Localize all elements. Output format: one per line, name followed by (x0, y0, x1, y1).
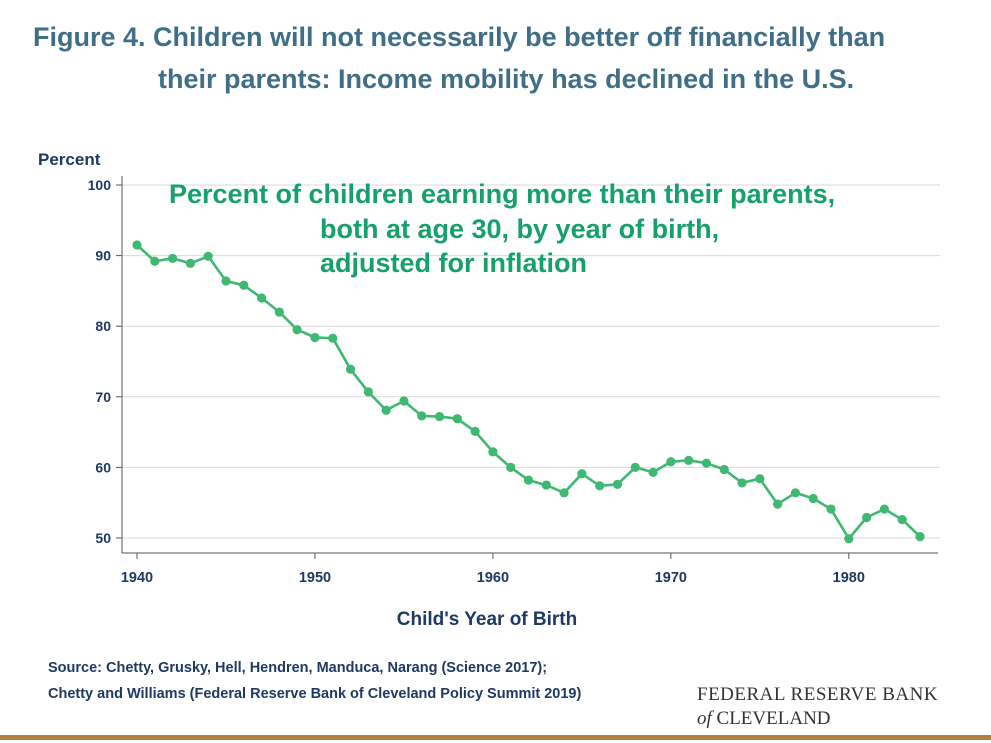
data-point-1942 (167, 253, 178, 264)
data-point-1979 (826, 504, 836, 514)
data-point-1956 (417, 411, 427, 421)
source-note: Source: Chetty, Grusky, Hell, Hendren, M… (48, 655, 581, 707)
data-point-1962 (523, 475, 534, 485)
data-point-1980 (844, 534, 854, 544)
y-tick-label-70: 70 (95, 389, 111, 405)
logo-cleveland: CLEVELAND (711, 708, 831, 729)
data-point-1941 (150, 256, 160, 266)
data-point-1977 (790, 488, 801, 498)
data-point-1943 (185, 258, 195, 268)
data-point-1944 (203, 251, 213, 261)
chart-annotation: Percent of children earning more than th… (169, 179, 835, 278)
data-point-1955 (399, 396, 409, 406)
data-point-1982 (879, 504, 890, 514)
data-point-1975 (755, 474, 765, 484)
data-point-1969 (648, 467, 658, 477)
data-point-1971 (684, 455, 694, 465)
y-axis-label: Percent (38, 150, 101, 169)
data-point-1960 (488, 447, 498, 457)
gridlines (122, 184, 940, 539)
data-point-1949 (292, 325, 302, 335)
data-point-1957 (434, 411, 445, 422)
data-point-1961 (506, 462, 516, 472)
y-axis-ticks: 50 60 70 80 90 100 (88, 177, 122, 546)
x-tick-label-1960: 1960 (477, 570, 509, 586)
data-point-1976 (773, 499, 783, 509)
data-point-1940 (132, 240, 142, 250)
x-tick-label-1970: 1970 (655, 570, 687, 586)
data-point-1978 (808, 493, 818, 504)
data-point-1966 (595, 481, 605, 491)
x-axis-ticks: 1940 1950 1960 1970 1980 (121, 553, 865, 586)
data-point-1959 (470, 426, 480, 436)
y-tick-label-80: 80 (95, 318, 111, 334)
data-point-1952 (345, 364, 356, 374)
data-point-1948 (274, 307, 284, 317)
y-tick-label-50: 50 (95, 530, 111, 546)
data-point-1968 (630, 462, 640, 472)
data-point-1981 (862, 512, 872, 523)
data-point-1945 (221, 276, 231, 286)
annotation-line-2: both at age 30, by year of birth, (320, 214, 719, 244)
y-tick-label-100: 100 (88, 177, 112, 193)
data-point-1953 (363, 387, 373, 397)
data-point-1984 (915, 531, 925, 542)
data-point-1967 (612, 479, 623, 489)
data-point-1947 (256, 293, 267, 303)
source-line-2: Chetty and Williams (Federal Reserve Ban… (48, 686, 582, 702)
logo-of: of (697, 708, 712, 729)
x-tick-label-1980: 1980 (833, 570, 865, 586)
data-point-1951 (328, 333, 338, 343)
figure-title-line-1: Figure 4. Children will not necessarily … (33, 22, 886, 52)
data-point-1965 (577, 469, 587, 479)
data-point-1973 (719, 464, 729, 475)
data-point-1954 (381, 405, 391, 415)
data-point-1946 (239, 280, 249, 290)
annotation-line-1: Percent of children earning more than th… (169, 179, 835, 209)
y-tick-label-90: 90 (95, 248, 111, 264)
x-axis-label: Child's Year of Birth (397, 609, 577, 630)
source-line-1: Source: Chetty, Grusky, Hell, Hendren, M… (48, 660, 548, 676)
figure-title-line-2: their parents: Income mobility has decli… (158, 64, 855, 94)
logo-line-2: of CLEVELAND (697, 708, 938, 730)
series-points (132, 240, 925, 544)
data-point-1958 (452, 414, 462, 424)
data-point-1950 (310, 332, 320, 343)
fed-cleveland-logo: FEDERAL RESERVE BANK of CLEVELAND (697, 684, 938, 730)
x-tick-label-1940: 1940 (121, 570, 153, 586)
y-tick-label-60: 60 (95, 459, 111, 475)
logo-line-1: FEDERAL RESERVE BANK (697, 684, 939, 705)
annotation-line-3: adjusted for inflation (320, 248, 587, 278)
data-point-1963 (541, 480, 551, 490)
data-point-1972 (701, 458, 712, 468)
data-point-1974 (737, 478, 747, 488)
x-tick-label-1950: 1950 (299, 570, 331, 586)
series-line (136, 244, 921, 540)
bottom-rule (0, 735, 991, 740)
data-point-1970 (666, 457, 676, 467)
data-point-1983 (897, 515, 907, 525)
data-point-1964 (559, 488, 569, 498)
